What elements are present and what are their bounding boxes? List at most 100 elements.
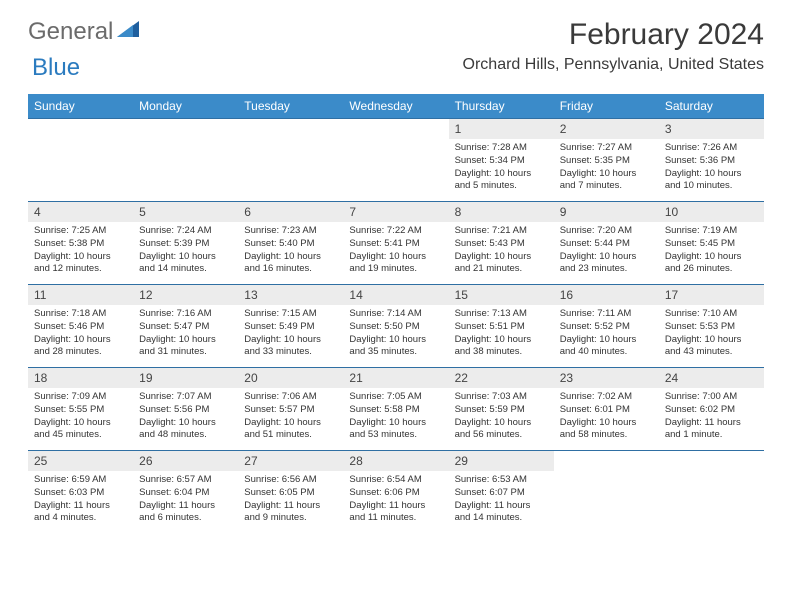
day-details: Sunrise: 7:16 AMSunset: 5:47 PMDaylight:… — [133, 305, 238, 363]
calendar-day-cell: 19Sunrise: 7:07 AMSunset: 5:56 PMDayligh… — [133, 368, 238, 451]
day-number: 5 — [133, 202, 238, 222]
day-header: Sunday — [28, 94, 133, 119]
calendar-day-cell: 5Sunrise: 7:24 AMSunset: 5:39 PMDaylight… — [133, 202, 238, 285]
calendar-day-cell: 10Sunrise: 7:19 AMSunset: 5:45 PMDayligh… — [659, 202, 764, 285]
day-number: 10 — [659, 202, 764, 222]
month-title: February 2024 — [463, 18, 764, 52]
day-details: Sunrise: 7:02 AMSunset: 6:01 PMDaylight:… — [554, 388, 659, 446]
calendar-week-row: 4Sunrise: 7:25 AMSunset: 5:38 PMDaylight… — [28, 202, 764, 285]
calendar-day-cell — [659, 451, 764, 534]
calendar-day-cell: 12Sunrise: 7:16 AMSunset: 5:47 PMDayligh… — [133, 285, 238, 368]
calendar-day-cell: 26Sunrise: 6:57 AMSunset: 6:04 PMDayligh… — [133, 451, 238, 534]
calendar-header-row: SundayMondayTuesdayWednesdayThursdayFrid… — [28, 94, 764, 119]
day-details: Sunrise: 7:10 AMSunset: 5:53 PMDaylight:… — [659, 305, 764, 363]
day-details: Sunrise: 7:14 AMSunset: 5:50 PMDaylight:… — [343, 305, 448, 363]
day-details: Sunrise: 7:13 AMSunset: 5:51 PMDaylight:… — [449, 305, 554, 363]
calendar-day-cell: 18Sunrise: 7:09 AMSunset: 5:55 PMDayligh… — [28, 368, 133, 451]
day-details: Sunrise: 7:06 AMSunset: 5:57 PMDaylight:… — [238, 388, 343, 446]
calendar-day-cell — [343, 119, 448, 202]
day-number: 9 — [554, 202, 659, 222]
day-number: 1 — [449, 119, 554, 139]
day-number: 4 — [28, 202, 133, 222]
calendar-day-cell: 17Sunrise: 7:10 AMSunset: 5:53 PMDayligh… — [659, 285, 764, 368]
day-details: Sunrise: 7:11 AMSunset: 5:52 PMDaylight:… — [554, 305, 659, 363]
day-number: 21 — [343, 368, 448, 388]
day-details: Sunrise: 7:19 AMSunset: 5:45 PMDaylight:… — [659, 222, 764, 280]
calendar-day-cell: 23Sunrise: 7:02 AMSunset: 6:01 PMDayligh… — [554, 368, 659, 451]
logo-triangle-icon — [117, 21, 139, 39]
day-details: Sunrise: 6:56 AMSunset: 6:05 PMDaylight:… — [238, 471, 343, 529]
day-number: 6 — [238, 202, 343, 222]
day-number — [28, 119, 133, 125]
day-number: 24 — [659, 368, 764, 388]
calendar-week-row: 18Sunrise: 7:09 AMSunset: 5:55 PMDayligh… — [28, 368, 764, 451]
day-number: 26 — [133, 451, 238, 471]
day-number: 7 — [343, 202, 448, 222]
calendar-day-cell: 28Sunrise: 6:54 AMSunset: 6:06 PMDayligh… — [343, 451, 448, 534]
day-header: Monday — [133, 94, 238, 119]
day-details: Sunrise: 7:00 AMSunset: 6:02 PMDaylight:… — [659, 388, 764, 446]
day-number: 19 — [133, 368, 238, 388]
calendar-day-cell: 20Sunrise: 7:06 AMSunset: 5:57 PMDayligh… — [238, 368, 343, 451]
calendar-day-cell: 21Sunrise: 7:05 AMSunset: 5:58 PMDayligh… — [343, 368, 448, 451]
calendar-day-cell: 16Sunrise: 7:11 AMSunset: 5:52 PMDayligh… — [554, 285, 659, 368]
calendar-day-cell: 3Sunrise: 7:26 AMSunset: 5:36 PMDaylight… — [659, 119, 764, 202]
calendar-day-cell: 9Sunrise: 7:20 AMSunset: 5:44 PMDaylight… — [554, 202, 659, 285]
day-number: 3 — [659, 119, 764, 139]
calendar-body: 1Sunrise: 7:28 AMSunset: 5:34 PMDaylight… — [28, 119, 764, 534]
day-details: Sunrise: 7:25 AMSunset: 5:38 PMDaylight:… — [28, 222, 133, 280]
logo-word2: Blue — [32, 54, 80, 82]
day-details: Sunrise: 7:15 AMSunset: 5:49 PMDaylight:… — [238, 305, 343, 363]
day-number: 22 — [449, 368, 554, 388]
day-number: 25 — [28, 451, 133, 471]
day-number: 11 — [28, 285, 133, 305]
calendar-day-cell: 27Sunrise: 6:56 AMSunset: 6:05 PMDayligh… — [238, 451, 343, 534]
day-details: Sunrise: 7:20 AMSunset: 5:44 PMDaylight:… — [554, 222, 659, 280]
day-number: 28 — [343, 451, 448, 471]
day-number: 13 — [238, 285, 343, 305]
day-number — [343, 119, 448, 125]
calendar-day-cell: 13Sunrise: 7:15 AMSunset: 5:49 PMDayligh… — [238, 285, 343, 368]
day-number: 27 — [238, 451, 343, 471]
calendar-day-cell: 11Sunrise: 7:18 AMSunset: 5:46 PMDayligh… — [28, 285, 133, 368]
calendar-day-cell — [133, 119, 238, 202]
day-details: Sunrise: 7:28 AMSunset: 5:34 PMDaylight:… — [449, 139, 554, 197]
day-number: 8 — [449, 202, 554, 222]
day-header: Thursday — [449, 94, 554, 119]
day-number: 23 — [554, 368, 659, 388]
day-number — [659, 451, 764, 457]
calendar-week-row: 1Sunrise: 7:28 AMSunset: 5:34 PMDaylight… — [28, 119, 764, 202]
day-details: Sunrise: 7:09 AMSunset: 5:55 PMDaylight:… — [28, 388, 133, 446]
day-number — [238, 119, 343, 125]
day-number: 18 — [28, 368, 133, 388]
location: Orchard Hills, Pennsylvania, United Stat… — [463, 56, 764, 74]
day-header: Wednesday — [343, 94, 448, 119]
day-details: Sunrise: 7:26 AMSunset: 5:36 PMDaylight:… — [659, 139, 764, 197]
day-number — [133, 119, 238, 125]
day-details: Sunrise: 7:22 AMSunset: 5:41 PMDaylight:… — [343, 222, 448, 280]
day-header: Saturday — [659, 94, 764, 119]
calendar-day-cell: 2Sunrise: 7:27 AMSunset: 5:35 PMDaylight… — [554, 119, 659, 202]
day-details: Sunrise: 7:21 AMSunset: 5:43 PMDaylight:… — [449, 222, 554, 280]
calendar-day-cell: 22Sunrise: 7:03 AMSunset: 5:59 PMDayligh… — [449, 368, 554, 451]
day-details: Sunrise: 6:59 AMSunset: 6:03 PMDaylight:… — [28, 471, 133, 529]
calendar-week-row: 11Sunrise: 7:18 AMSunset: 5:46 PMDayligh… — [28, 285, 764, 368]
day-number: 15 — [449, 285, 554, 305]
day-details: Sunrise: 6:53 AMSunset: 6:07 PMDaylight:… — [449, 471, 554, 529]
day-number: 17 — [659, 285, 764, 305]
calendar-day-cell — [238, 119, 343, 202]
calendar-table: SundayMondayTuesdayWednesdayThursdayFrid… — [28, 94, 764, 533]
calendar-day-cell: 8Sunrise: 7:21 AMSunset: 5:43 PMDaylight… — [449, 202, 554, 285]
day-number — [554, 451, 659, 457]
calendar-day-cell: 29Sunrise: 6:53 AMSunset: 6:07 PMDayligh… — [449, 451, 554, 534]
day-details: Sunrise: 7:07 AMSunset: 5:56 PMDaylight:… — [133, 388, 238, 446]
day-details: Sunrise: 7:18 AMSunset: 5:46 PMDaylight:… — [28, 305, 133, 363]
day-details: Sunrise: 7:03 AMSunset: 5:59 PMDaylight:… — [449, 388, 554, 446]
calendar-week-row: 25Sunrise: 6:59 AMSunset: 6:03 PMDayligh… — [28, 451, 764, 534]
day-number: 20 — [238, 368, 343, 388]
calendar-day-cell: 15Sunrise: 7:13 AMSunset: 5:51 PMDayligh… — [449, 285, 554, 368]
day-details: Sunrise: 7:24 AMSunset: 5:39 PMDaylight:… — [133, 222, 238, 280]
logo-word1: General — [28, 18, 113, 46]
day-details: Sunrise: 7:23 AMSunset: 5:40 PMDaylight:… — [238, 222, 343, 280]
day-number: 29 — [449, 451, 554, 471]
